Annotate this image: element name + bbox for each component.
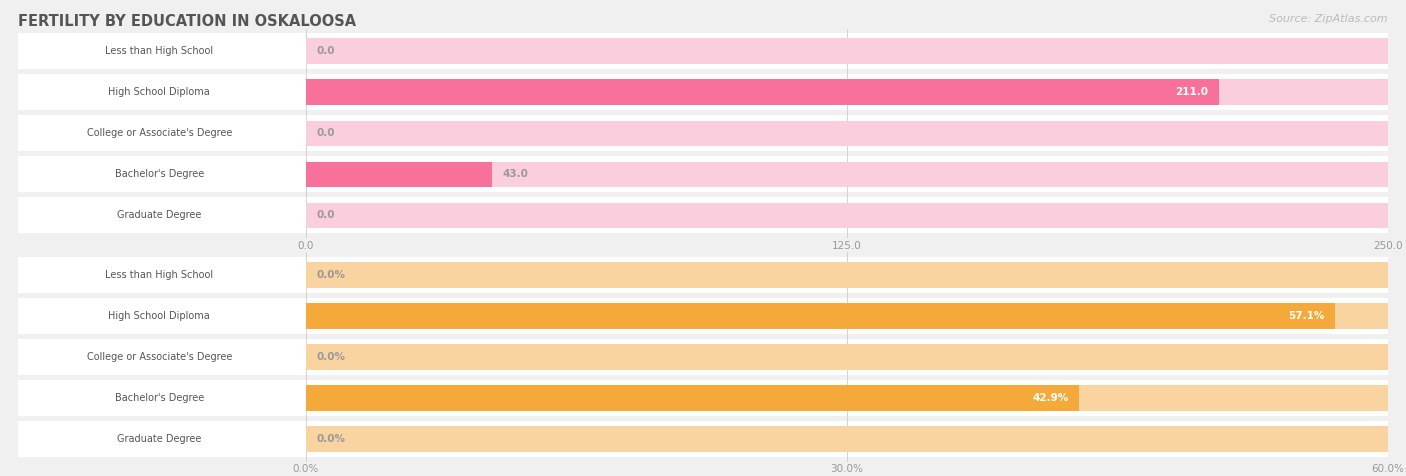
Text: Bachelor's Degree: Bachelor's Degree <box>115 393 204 403</box>
Bar <box>22 82 297 103</box>
Text: 211.0: 211.0 <box>1175 87 1208 97</box>
Text: Less than High School: Less than High School <box>105 46 214 56</box>
Bar <box>307 303 1336 328</box>
Bar <box>22 205 297 226</box>
Bar <box>22 123 297 144</box>
Text: 42.9%: 42.9% <box>1032 393 1069 403</box>
Text: Less than High School: Less than High School <box>105 270 214 280</box>
Bar <box>307 162 492 187</box>
Bar <box>22 387 297 408</box>
Bar <box>307 344 1388 370</box>
Text: 0.0: 0.0 <box>316 46 335 56</box>
Text: 0.0%: 0.0% <box>316 270 346 280</box>
Bar <box>18 380 1388 416</box>
Bar <box>307 162 1388 187</box>
Text: 0.0%: 0.0% <box>316 352 346 362</box>
Bar <box>18 198 1388 234</box>
Text: Source: ZipAtlas.com: Source: ZipAtlas.com <box>1270 14 1388 24</box>
Bar <box>307 203 1388 228</box>
Bar <box>18 156 1388 192</box>
Text: Graduate Degree: Graduate Degree <box>117 434 201 444</box>
Text: High School Diploma: High School Diploma <box>108 311 211 321</box>
Bar <box>22 347 297 367</box>
Text: 43.0: 43.0 <box>503 169 529 179</box>
Bar <box>307 39 1388 64</box>
Bar <box>307 120 1388 146</box>
Bar <box>307 426 1388 452</box>
Bar <box>307 79 1219 105</box>
Bar <box>307 386 1388 411</box>
Bar <box>22 265 297 285</box>
Text: 0.0: 0.0 <box>316 210 335 220</box>
Text: 0.0: 0.0 <box>316 128 335 139</box>
Text: Graduate Degree: Graduate Degree <box>117 210 201 220</box>
Text: 57.1%: 57.1% <box>1288 311 1324 321</box>
Bar <box>307 386 1080 411</box>
Text: FERTILITY BY EDUCATION IN OSKALOOSA: FERTILITY BY EDUCATION IN OSKALOOSA <box>18 14 356 30</box>
Bar <box>22 306 297 327</box>
Bar <box>22 41 297 61</box>
Bar <box>22 164 297 185</box>
Bar <box>18 257 1388 293</box>
Bar <box>307 79 1388 105</box>
Bar <box>307 262 1388 288</box>
Text: 0.0%: 0.0% <box>316 434 346 444</box>
Bar <box>18 33 1388 69</box>
Bar <box>307 303 1388 328</box>
Bar <box>18 115 1388 151</box>
Text: Bachelor's Degree: Bachelor's Degree <box>115 169 204 179</box>
Text: High School Diploma: High School Diploma <box>108 87 211 97</box>
Bar <box>18 339 1388 375</box>
Bar <box>18 421 1388 457</box>
Bar <box>18 298 1388 334</box>
Text: College or Associate's Degree: College or Associate's Degree <box>87 128 232 139</box>
Bar <box>18 74 1388 110</box>
Text: College or Associate's Degree: College or Associate's Degree <box>87 352 232 362</box>
Bar <box>22 429 297 449</box>
